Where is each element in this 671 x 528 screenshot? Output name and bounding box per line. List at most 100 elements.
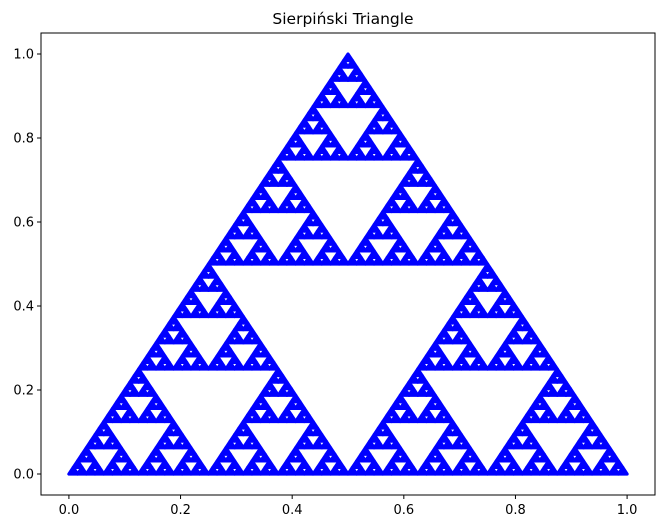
sierpinski-point-cluster [546,387,559,397]
sierpinski-point-cluster [294,124,306,135]
sierpinski-point-cluster [241,334,254,345]
sierpinski-point-cluster [594,433,607,443]
sierpinski-point-cluster [424,347,437,358]
sierpinski-point-cluster [289,393,302,404]
sierpinski-point-cluster [189,465,202,476]
sierpinski-point-cluster [259,452,272,463]
sierpinski-point-cluster [311,124,324,135]
sierpinski-point-cluster [363,465,376,476]
sierpinski-point-cluster [106,459,119,470]
sierpinski-point-cluster [416,360,429,371]
sierpinski-point-cluster [185,288,197,299]
sierpinski-point-cluster [259,203,272,214]
sierpinski-point-cluster [403,249,416,260]
sierpinski-point-cluster [267,465,280,476]
sierpinski-point-cluster [363,98,376,109]
sierpinski-point-cluster [259,400,272,410]
sierpinski-point-cluster [193,354,206,365]
sierpinski-point-cluster [285,452,298,463]
sierpinski-point-cluster [468,242,481,253]
sierpinski-point-cluster [294,229,306,240]
sierpinski-point-cluster [385,406,398,417]
sierpinski-point-cluster [198,465,211,476]
sierpinski-point-cluster [442,465,455,476]
sierpinski-point-cluster [512,321,525,332]
sierpinski-point-cluster [433,439,446,450]
sierpinski-point-cluster [472,354,485,365]
sierpinski-point-cluster [167,419,180,430]
sierpinski-point-cluster [254,393,267,404]
x-tick-label: 0.8 [505,503,526,518]
sierpinski-point-cluster [372,465,385,476]
sierpinski-point-cluster [233,465,245,476]
sierpinski-point-cluster [577,406,590,417]
sierpinski-point-cluster [372,216,385,227]
sierpinski-point-cluster [337,72,350,82]
sierpinski-point-cluster [254,183,267,194]
sierpinski-point-cluster [285,190,298,200]
sierpinski-point-cluster [311,255,324,266]
sierpinski-point-cluster [110,400,123,410]
sierpinski-point-cluster [420,406,433,417]
sierpinski-point-cluster [119,387,132,397]
sierpinski-point-cluster [154,465,167,476]
sierpinski-point-cluster [350,459,363,470]
sierpinski-point-cluster [233,255,245,266]
sierpinski-point-cluster [176,433,189,443]
sierpinski-point-cluster [145,360,158,371]
sierpinski-point-cluster [233,308,245,319]
sierpinski-point-cluster [320,85,333,95]
sierpinski-point-cluster [420,354,433,365]
sierpinski-point-cluster [276,163,289,174]
sierpinski-point-cluster [250,347,263,358]
sierpinski-point-cluster [529,465,542,476]
sierpinski-point-cluster [403,170,416,181]
sierpinski-point-cluster [246,249,259,260]
sierpinski-point-cluster [564,452,577,463]
sierpinski-point-cluster [158,459,171,470]
sierpinski-point-cluster [542,459,555,470]
sierpinski-point-cluster [89,433,102,443]
sierpinski-point-cluster [420,380,433,391]
sierpinski-point-cluster [219,236,232,246]
sierpinski-point-cluster [560,406,573,417]
sierpinski-point-cluster [433,255,446,266]
sierpinski-point-cluster [250,190,263,200]
sierpinski-point-cluster [285,255,298,266]
sierpinski-point-cluster [477,308,490,319]
sierpinski-point-cluster [189,452,202,463]
sierpinski-point-cluster [577,433,590,443]
sierpinski-point-cluster [468,295,481,305]
sierpinski-point-cluster [468,465,481,476]
sierpinski-point-cluster [551,367,564,378]
sierpinski-point-cluster [171,334,184,345]
sierpinski-point-cluster [198,282,211,292]
sierpinski-point-cluster [84,465,97,476]
sierpinski-point-cluster [246,459,259,470]
sierpinski-point-cluster [477,360,490,371]
sierpinski-point-cluster [433,190,446,200]
sierpinski-point-cluster [250,452,263,463]
sierpinski-point-cluster [381,150,394,161]
sierpinski-point-cluster [241,465,254,476]
sierpinski-point-cluster [355,72,368,82]
sierpinski-point-cluster [267,413,280,424]
sierpinski-point-cluster [429,393,442,404]
sierpinski-point-cluster [424,452,437,463]
sierpinski-point-cluster [451,216,463,227]
sierpinski-point-cluster [246,354,259,365]
sierpinski-point-cluster [568,393,581,404]
sierpinski-point-cluster [586,419,599,430]
sierpinski-point-cluster [573,439,586,450]
sierpinski-point-cluster [507,328,520,338]
sierpinski-point-cluster [368,459,381,470]
sierpinski-point-cluster [311,426,324,437]
sierpinski-point-cluster [346,150,359,161]
sierpinski-point-cluster [180,308,193,319]
sierpinski-point-cluster [512,334,525,345]
sierpinski-point-cluster [459,295,472,305]
sierpinski-point-cluster [102,465,115,476]
sierpinski-point-cluster [302,426,315,437]
sierpinski-point-cluster [363,124,376,135]
sierpinski-point-cluster [472,459,485,470]
